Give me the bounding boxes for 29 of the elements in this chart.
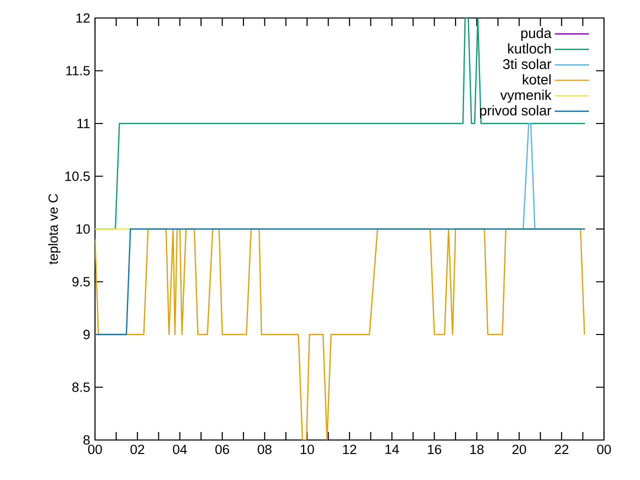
y-tick-label: 11.5: [66, 66, 90, 76]
x-tick-label: 10: [300, 444, 314, 454]
y-tick-label: 9: [84, 330, 90, 340]
legend-label: kotel: [522, 74, 551, 85]
y-tick-label: 11: [77, 118, 90, 128]
x-tick-label: 18: [470, 444, 484, 454]
x-tick-label: 08: [258, 444, 272, 454]
y-axis-title: teplota ve C: [48, 194, 61, 264]
x-tick-label: 22: [554, 444, 568, 454]
x-tick-label: 00: [597, 444, 611, 454]
x-tick-label: 14: [386, 444, 399, 454]
y-tick-label: 10: [76, 224, 90, 234]
legend-label: kutloch: [508, 43, 551, 54]
line-series: [95, 228, 586, 440]
x-tick-label: 16: [428, 444, 442, 454]
x-tick-label: 20: [512, 444, 526, 454]
x-tick-label: 02: [130, 444, 144, 454]
x-tick-label: 00: [88, 444, 102, 454]
y-tick-label: 9.5: [72, 277, 90, 286]
legend-label: puda: [521, 28, 552, 41]
legend-label: 3ti solar: [503, 58, 552, 70]
y-tick-label: 12: [76, 13, 90, 23]
x-tick-label: 06: [215, 444, 230, 454]
legend-label: vymenik: [500, 90, 552, 103]
x-tick-label: 12: [343, 444, 356, 454]
y-tick-label: 10.5: [65, 172, 90, 181]
y-tick-label: 8: [83, 435, 90, 445]
y-tick-label: 8.5: [72, 382, 90, 392]
x-tick-label: 04: [172, 444, 187, 454]
